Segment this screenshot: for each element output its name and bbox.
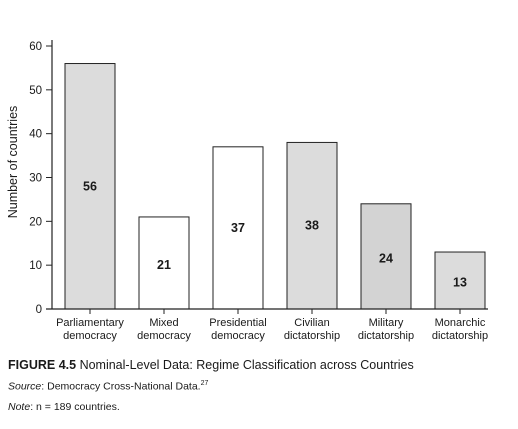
x-tick-label: Civilian dictatorship — [284, 317, 340, 342]
bar — [434, 251, 486, 310]
bar-value-label: 38 — [305, 219, 319, 233]
y-tick-label: 20 — [29, 216, 42, 228]
source-footnote: 27 — [200, 380, 209, 387]
y-tick-label: 0 — [36, 304, 42, 316]
y-tick-label: 30 — [29, 173, 42, 185]
bar-value-label: 24 — [379, 251, 393, 265]
x-tick-label: Monarchic dictatorship — [432, 317, 488, 342]
note-label: Note — [8, 400, 31, 413]
bar — [286, 141, 338, 310]
bar-value-label: 21 — [157, 258, 171, 272]
y-tick-label: 50 — [29, 85, 42, 97]
y-axis: 0 10 20 30 40 50 60 — [29, 40, 53, 316]
bar-value-label: 13 — [453, 276, 467, 290]
caption-source-line: Source: Democracy Cross-National Data.27 — [8, 374, 508, 397]
bar-value-label: 56 — [83, 179, 97, 193]
x-tick-label: Presidential democracy — [209, 317, 266, 342]
data-labels: 56 21 37 38 24 13 — [83, 179, 467, 289]
bar — [64, 63, 116, 310]
source-label: Source — [8, 380, 42, 393]
caption-note-line: Note: n = 189 countries. — [8, 397, 508, 417]
caption-title-line: FIGURE 4.5 Nominal-Level Data: Regime Cl… — [8, 356, 508, 374]
y-axis-label: Number of countries — [6, 106, 20, 219]
figure-title: Nominal-Level Data: Regime Classificatio… — [79, 358, 414, 372]
note-text: : n = 189 countries. — [30, 400, 120, 413]
figure-caption: FIGURE 4.5 Nominal-Level Data: Regime Cl… — [8, 356, 508, 417]
y-tick-label: 40 — [29, 129, 42, 141]
bar — [138, 216, 190, 310]
x-tick-label: Military dictatorship — [358, 317, 414, 342]
source-text: : Democracy Cross-National Data. — [41, 380, 201, 393]
y-tick-label: 10 — [29, 260, 42, 272]
bar-chart: 0 10 20 30 40 50 60 56 21 37 38 24 13 Parliamentary… — [6, 40, 488, 342]
x-axis: Parliamentary democracy Mixed democracy Pres… — [46, 308, 488, 342]
bars — [64, 63, 486, 310]
x-tick-label: Parliamentary democracy — [56, 317, 124, 342]
bar-value-label: 37 — [231, 221, 245, 235]
bar — [212, 146, 264, 310]
figure-label: FIGURE 4.5 — [8, 358, 77, 372]
bar — [360, 203, 412, 310]
x-tick-label: Mixed democracy — [137, 317, 191, 342]
y-tick-label: 60 — [29, 41, 42, 53]
